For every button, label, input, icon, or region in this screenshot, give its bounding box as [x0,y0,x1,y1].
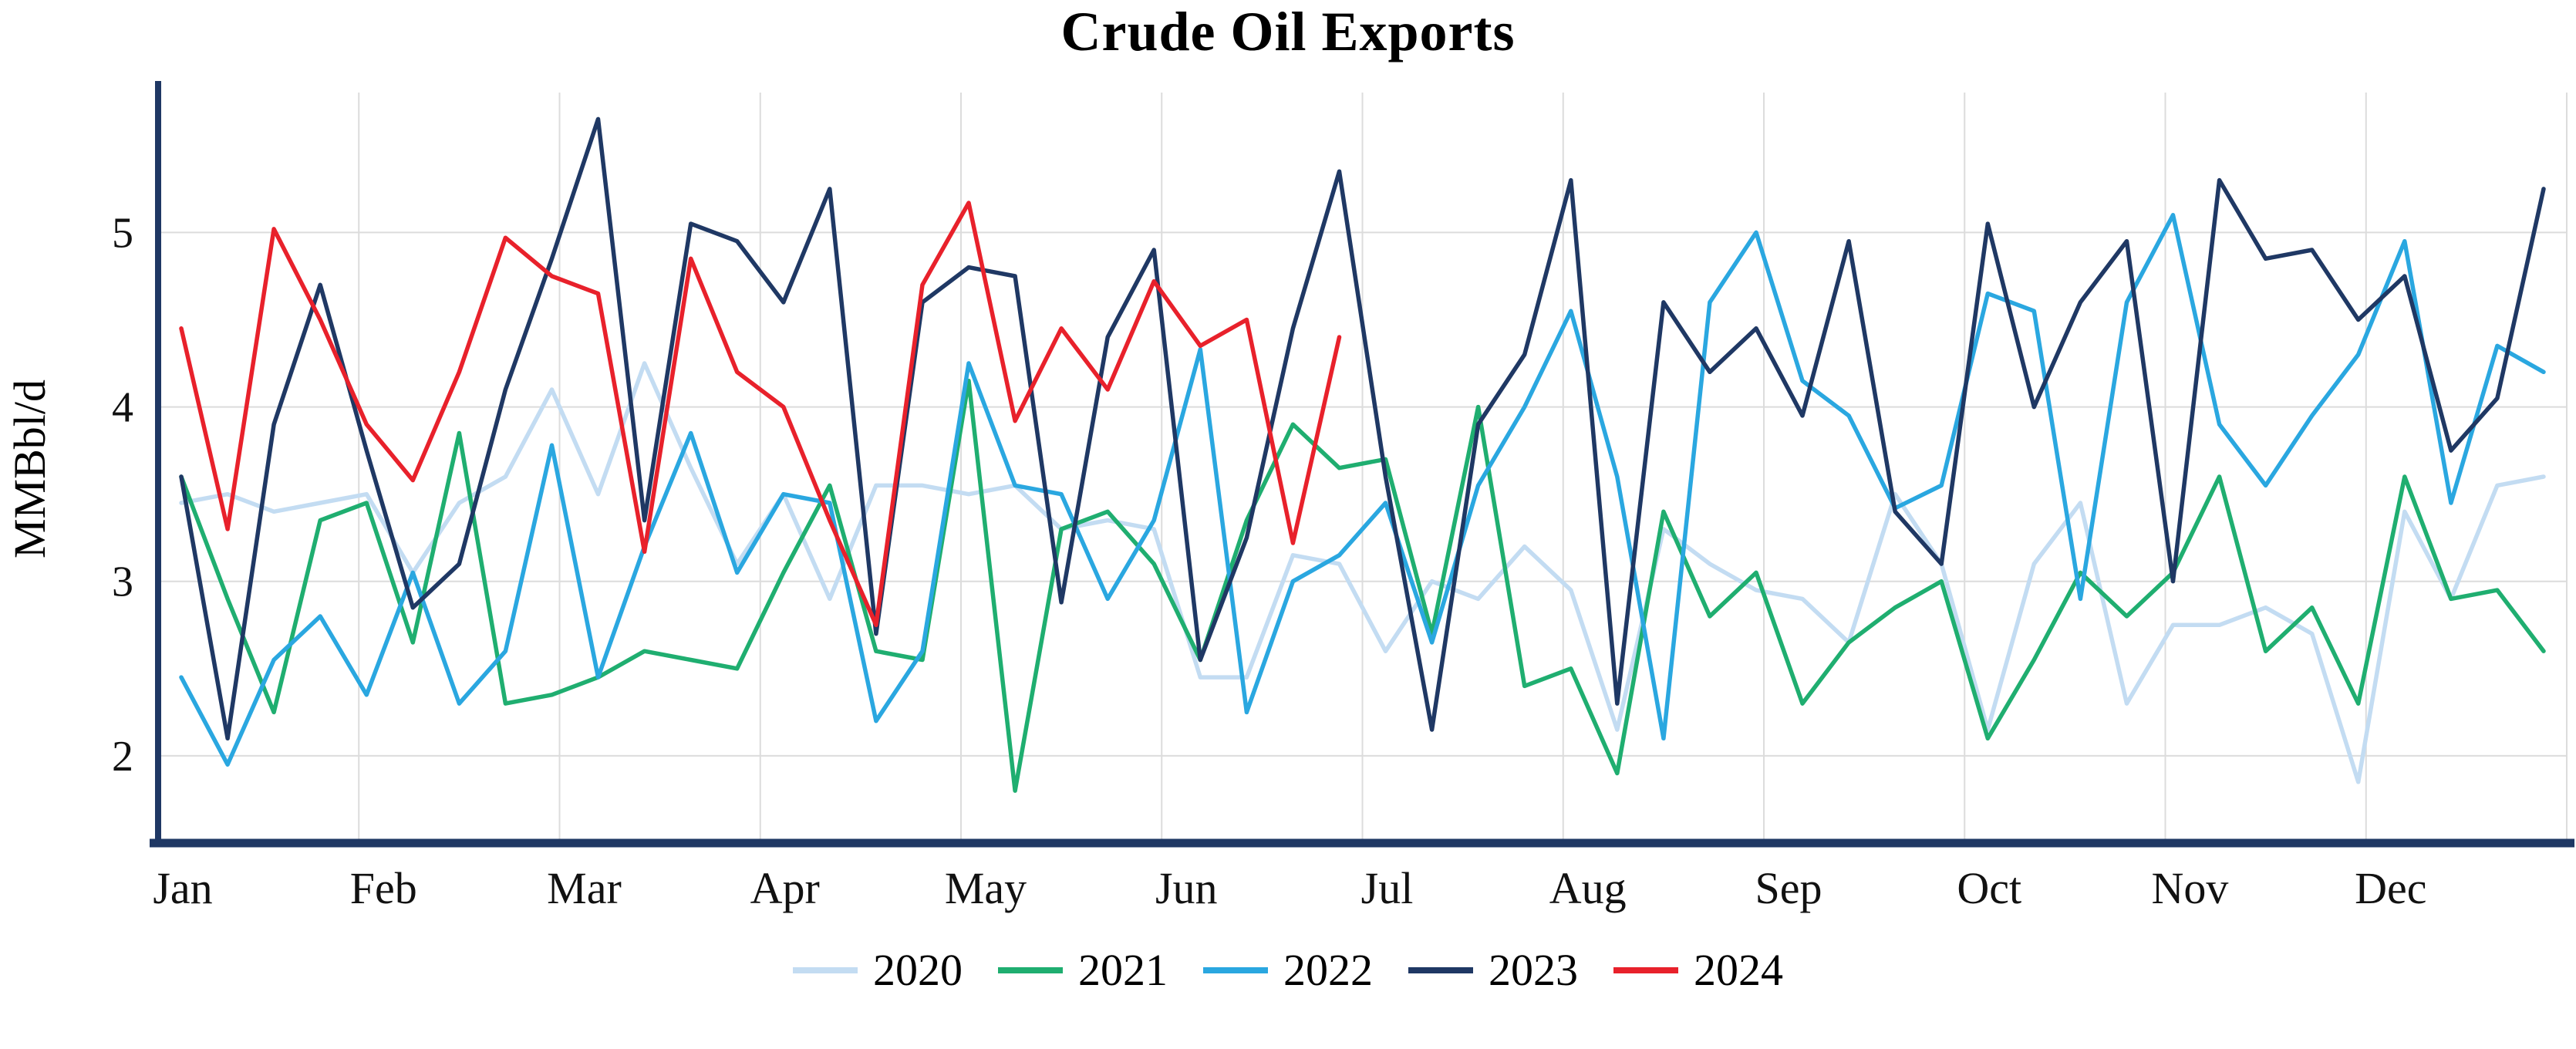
y-tick-labels: 2 3 4 5 [112,209,133,781]
legend: 2020 2021 2022 2023 2024 [0,944,2576,996]
series-line-2020 [179,361,2546,784]
y-tick-label: 3 [112,558,133,606]
series-line-2024 [179,201,1342,628]
series-line-2021 [179,378,2546,793]
series-line-2022 [179,213,2546,767]
x-tick-labels: Jan Feb Mar Apr May Jun Jul Aug Sep Oct Nov Dec [153,863,2426,913]
legend-item-2023: 2023 [1408,944,1578,996]
x-tick-label: May [945,863,1027,913]
legend-swatch-2021 [998,966,1063,973]
gridlines [158,93,2568,843]
x-tick-label: Dec [2355,863,2426,913]
x-tick-label: Feb [350,863,417,913]
x-tick-label: Nov [2152,863,2229,913]
legend-swatch-2024 [1613,966,1678,973]
legend-label-2021: 2021 [1078,945,1168,995]
legend-label-2023: 2023 [1489,945,1578,995]
legend-swatch-2022 [1203,966,1268,973]
axes [150,81,2574,848]
y-tick-label: 2 [112,733,133,781]
x-tick-label: Jun [1155,863,1218,913]
legend-item-2021: 2021 [998,944,1168,996]
x-tick-label: Apr [750,863,820,913]
legend-label-2020: 2020 [873,945,963,995]
x-tick-label: Aug [1549,863,1627,913]
y-tick-label: 4 [112,384,133,432]
series-line-2023 [179,116,2546,741]
legend-swatch-2023 [1408,966,1473,973]
legend-item-2022: 2022 [1203,944,1373,996]
legend-label-2024: 2024 [1694,945,1783,995]
x-tick-label: Mar [547,863,622,913]
legend-label-2022: 2022 [1283,945,1373,995]
chart-title: Crude Oil Exports [1060,1,1516,62]
x-tick-label: Sep [1755,863,1822,913]
x-tick-label: Oct [1957,863,2021,913]
legend-swatch-2020 [793,966,858,973]
y-tick-label: 5 [112,209,133,257]
x-tick-label: Jan [153,863,212,913]
x-tick-label: Jul [1361,863,1414,913]
plot-area: 2 3 4 5 Jan Feb Mar Apr May Jun Jul Aug Sep Oct Nov Dec [112,81,2574,913]
legend-item-2024: 2024 [1613,944,1783,996]
legend-item-2020: 2020 [793,944,963,996]
